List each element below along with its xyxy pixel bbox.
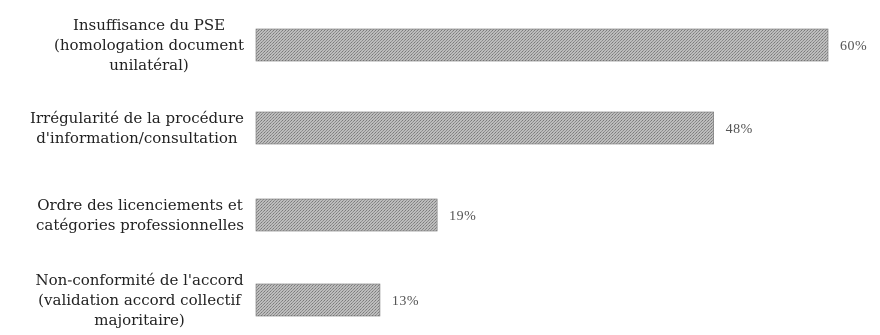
bar-4 — [255, 283, 381, 317]
category-label-3: Ordre des licenciements et catégories pro… — [36, 196, 244, 234]
bar-3 — [255, 198, 438, 232]
category-label-line: Ordre des licenciements et — [37, 196, 243, 214]
value-label-4: 13% — [392, 294, 419, 309]
bar-1 — [255, 28, 829, 62]
category-label-line: catégories professionnelles — [36, 216, 244, 234]
category-label-line: d'information/consultation — [36, 129, 238, 147]
category-labels: Insuffisance du PSE (homologation documen… — [30, 16, 244, 329]
value-labels: 60% 48% 19% 13% — [392, 39, 867, 309]
category-label-line: Irrégularité de la procédure — [30, 109, 244, 127]
category-label-line: (homologation document — [54, 36, 244, 54]
value-label-3: 19% — [449, 209, 476, 224]
category-label-line: unilatéral) — [109, 56, 189, 74]
category-label-1: Insuffisance du PSE (homologation documen… — [54, 16, 244, 74]
category-label-4: Non-conformité de l'accord (validation ac… — [35, 271, 244, 329]
bars — [255, 28, 829, 317]
category-label-line: majoritaire) — [94, 311, 184, 329]
category-label-line: (validation accord collectif — [38, 291, 242, 309]
bar-2 — [255, 111, 714, 145]
value-label-2: 48% — [726, 122, 753, 137]
value-label-1: 60% — [840, 39, 867, 54]
category-label-line: Insuffisance du PSE — [73, 16, 225, 34]
category-label-line: Non-conformité de l'accord — [35, 271, 244, 289]
category-label-2: Irrégularité de la procédure d'informatio… — [30, 109, 244, 147]
